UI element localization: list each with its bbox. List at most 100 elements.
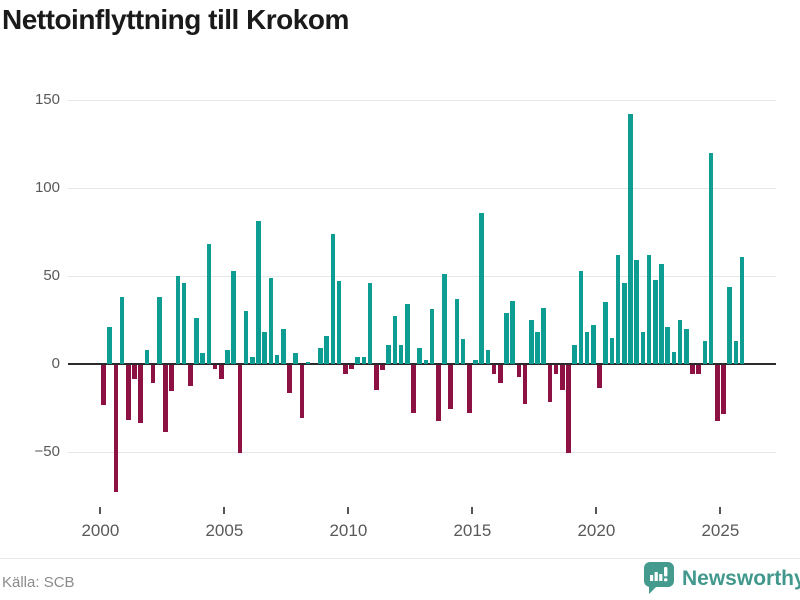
bar-2016-q4	[516, 365, 522, 378]
bar-2016-q1	[497, 365, 503, 383]
y-tick-label-0: 0	[51, 355, 60, 372]
bar-2008-q1	[299, 365, 305, 418]
y-tick-label-50: 50	[43, 267, 60, 284]
bar-2025-q4	[739, 256, 745, 364]
bar-2005-q4	[243, 311, 249, 364]
bar-2013-q4	[442, 274, 447, 364]
x-tick-mark-2020	[595, 507, 598, 514]
bar-2017-q3	[535, 332, 540, 364]
bar-2002-q1	[150, 365, 156, 383]
bar-2024-q2	[702, 341, 708, 364]
bar-2011-q1	[373, 365, 379, 390]
bar-2004-q3	[212, 365, 218, 369]
bar-2003-q4	[194, 318, 199, 364]
bar-2013-q2	[429, 309, 435, 364]
bar-2002-q4	[169, 365, 175, 392]
bar-2017-q1	[522, 365, 528, 404]
bar-2015-q2	[479, 212, 485, 364]
bar-2007-q2	[280, 328, 286, 364]
bar-2015-q1	[473, 360, 478, 364]
bar-2015-q4	[491, 365, 497, 374]
bar-2021-q4	[640, 332, 646, 364]
bar-2007-q1	[274, 355, 280, 364]
y-tick-label-100: 100	[34, 179, 60, 196]
bar-2014-q2	[454, 298, 460, 364]
bar-2016-q3	[510, 300, 516, 364]
bar-2025-q1	[721, 365, 726, 415]
bar-2021-q3	[634, 260, 640, 364]
bar-2018-q4	[566, 365, 571, 453]
bar-2003-q1	[175, 276, 181, 364]
bar-2014-q3	[460, 339, 466, 364]
bar-2017-q4	[541, 307, 547, 364]
bar-2007-q4	[293, 353, 299, 364]
bar-2013-q1	[423, 360, 429, 364]
bar-2008-q2	[305, 362, 311, 364]
bar-2015-q3	[485, 349, 491, 364]
bar-2002-q3	[163, 365, 168, 432]
x-tick-label-2020: 2020	[577, 521, 616, 540]
bar-2024-q4	[714, 365, 720, 422]
bar-2020-q2	[603, 302, 609, 364]
bar-2005-q2	[231, 270, 237, 364]
bar-2013-q3	[435, 365, 441, 422]
bar-2011-q2	[380, 365, 385, 371]
bar-2009-q4	[342, 365, 348, 374]
bar-2019-q4	[590, 325, 596, 364]
bar-2010-q3	[361, 356, 367, 364]
bar-2024-q1	[696, 365, 702, 374]
bar-2009-q1	[324, 335, 330, 364]
bar-2023-q1	[671, 351, 677, 364]
x-tick-label-2025: 2025	[701, 521, 740, 540]
bar-2014-q4	[466, 365, 472, 413]
bar-2020-q1	[597, 365, 602, 388]
chart-title: Nettoinflyttning till Krokom	[2, 4, 349, 35]
bar-2016-q2	[504, 312, 509, 364]
bar-2022-q3	[659, 263, 664, 364]
bar-2018-q2	[553, 365, 559, 374]
bar-2021-q2	[628, 114, 633, 364]
bar-2019-q1	[572, 344, 578, 364]
bar-2002-q2	[156, 297, 162, 364]
gridline-100	[68, 188, 776, 189]
bar-2004-q1	[200, 353, 206, 364]
bar-2021-q1	[621, 283, 627, 364]
bar-2000-q2	[107, 327, 113, 364]
x-tick-mark-2010	[347, 507, 350, 514]
bar-2019-q3	[584, 332, 590, 364]
x-tick-label-2000: 2000	[81, 521, 120, 540]
bar-2012-q3	[411, 365, 416, 413]
bar-2012-q4	[417, 348, 423, 364]
bar-2010-q1	[349, 365, 354, 369]
bar-2004-q4	[218, 365, 224, 380]
bar-2005-q3	[237, 365, 243, 453]
bar-2025-q3	[733, 341, 739, 364]
bar-2006-q2	[256, 221, 261, 364]
bar-2001-q3	[138, 365, 144, 424]
x-tick-mark-2025	[719, 507, 722, 514]
bar-2010-q2	[355, 356, 361, 364]
x-tick-label-2015: 2015	[453, 521, 492, 540]
bar-2019-q2	[578, 270, 584, 364]
bar-2022-q4	[665, 327, 671, 364]
bar-2018-q3	[559, 365, 565, 390]
gridline-50	[68, 276, 776, 277]
bar-2008-q4	[318, 348, 323, 364]
bar-2006-q1	[249, 356, 255, 364]
x-tick-mark-2000	[99, 507, 102, 514]
bar-2000-q3	[113, 365, 119, 492]
bar-2023-q3	[683, 328, 689, 364]
bar-2012-q1	[398, 344, 404, 364]
x-tick-mark-2015	[471, 507, 474, 514]
bar-2001-q2	[132, 365, 137, 380]
newsworthy-logo: Newsworthy	[643, 562, 800, 595]
newsworthy-bubble-chart-icon	[643, 562, 674, 595]
bar-2022-q1	[646, 254, 652, 364]
gridline-−50	[68, 452, 776, 453]
bar-2000-q4	[119, 297, 125, 364]
bar-2010-q4	[367, 283, 373, 364]
x-tick-mark-2005	[223, 507, 226, 514]
y-tick-label-150: 150	[34, 91, 60, 108]
bar-2025-q2	[727, 286, 733, 364]
